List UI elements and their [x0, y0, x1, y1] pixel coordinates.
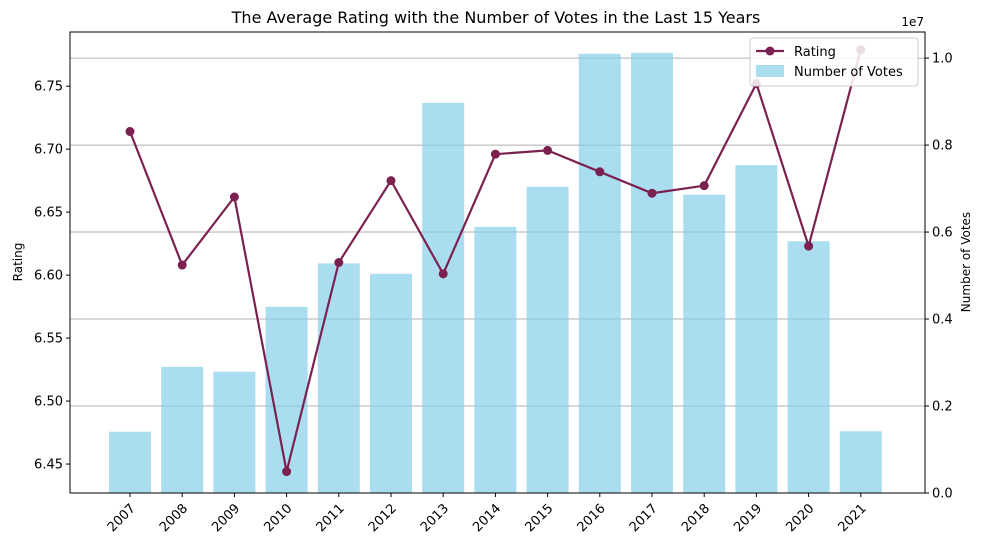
bar — [578, 53, 621, 494]
bar — [422, 102, 465, 494]
x-tick-label: 2007 — [105, 501, 139, 535]
rating-point — [177, 260, 187, 270]
bar — [161, 366, 204, 493]
chart-title: The Average Rating with the Number of Vo… — [231, 8, 761, 27]
bar — [735, 165, 778, 494]
rating-point — [282, 467, 292, 477]
rating-point — [490, 149, 500, 159]
rating-point — [334, 258, 344, 267]
legend-bar-swatch — [756, 65, 784, 77]
y-axis-left: 6.45 6.50 6.55 6.60 6.65 6.70 6.75 — [34, 80, 70, 473]
y-axis-left-label: Rating — [11, 243, 25, 282]
y-axis-right-multiplier: 1e7 — [901, 15, 924, 29]
y-left-tick-label: 6.70 — [34, 143, 63, 158]
y-axis-right: 0.0 0.2 0.4 0.6 0.8 1.0 — [925, 52, 953, 502]
rating-point — [125, 127, 135, 137]
legend-marker-swatch — [765, 46, 775, 56]
y-left-tick-label: 6.60 — [34, 269, 63, 284]
x-tick-label: 2018 — [679, 501, 713, 535]
x-tick-label: 2016 — [575, 501, 609, 535]
line-series — [125, 45, 866, 477]
bar — [213, 371, 256, 493]
x-tick-label: 2019 — [731, 501, 765, 535]
x-tick-label: 2020 — [783, 501, 817, 535]
bar — [631, 52, 673, 493]
rating-point — [804, 241, 814, 251]
rating-point — [229, 192, 239, 202]
x-tick-label: 2009 — [209, 501, 243, 535]
x-tick-label: 2008 — [157, 501, 191, 535]
rating-point — [438, 269, 448, 279]
x-tick-label: 2014 — [470, 501, 504, 535]
legend-label-votes: Number of Votes — [794, 65, 903, 80]
legend-label-rating: Rating — [794, 45, 836, 60]
bar — [787, 241, 830, 493]
bar — [370, 273, 412, 493]
y-left-tick-label: 6.55 — [34, 332, 63, 347]
bar-series — [109, 52, 882, 494]
x-tick-label: 2011 — [314, 501, 348, 535]
y-right-tick-label: 1.0 — [932, 52, 953, 67]
x-tick-label: 2017 — [627, 501, 661, 535]
y-left-tick-label: 6.50 — [34, 395, 63, 410]
plot-frame — [69, 31, 926, 494]
y-left-tick-label: 6.45 — [34, 458, 63, 473]
x-tick-label: 2021 — [836, 501, 870, 535]
y-right-tick-label: 0.2 — [932, 400, 953, 415]
bar — [526, 186, 569, 493]
y-left-tick-label: 6.65 — [34, 206, 63, 221]
y-right-tick-label: 0.8 — [932, 139, 953, 154]
y-right-tick-label: 0.4 — [932, 313, 953, 328]
bar — [474, 226, 517, 493]
rating-point — [595, 167, 605, 177]
legend-box — [749, 37, 919, 87]
x-tick-label: 2010 — [261, 501, 295, 535]
bar — [317, 263, 360, 493]
bar — [109, 431, 151, 493]
y-right-tick-label: 0.0 — [932, 487, 953, 502]
y-right-tick-label: 0.6 — [932, 226, 953, 241]
rating-point — [543, 145, 553, 155]
y-left-tick-label: 6.75 — [34, 80, 63, 95]
bar — [683, 194, 726, 493]
x-axis: 2007 2008 2009 2010 2011 2012 2013 2014 2015 2016… — [105, 493, 870, 535]
x-tick-label: 2013 — [418, 501, 452, 535]
y-axis-right-label: Number of Votes — [959, 212, 973, 312]
rating-point — [699, 181, 709, 191]
x-tick-label: 2015 — [522, 501, 556, 535]
bar — [839, 431, 882, 493]
rating-point — [647, 188, 657, 198]
legend: Rating Number of Votes — [749, 37, 919, 87]
rating-point — [386, 176, 396, 186]
x-tick-label: 2012 — [366, 501, 400, 535]
